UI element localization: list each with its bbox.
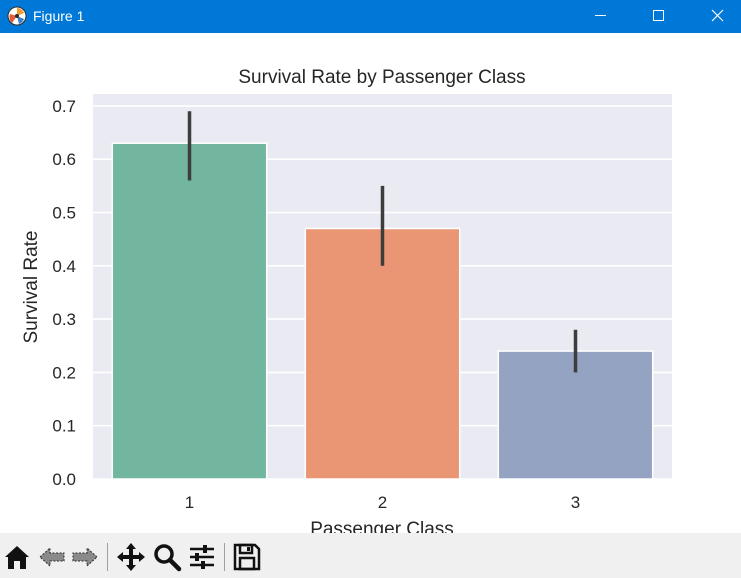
close-icon [711, 9, 724, 22]
bar-class-1 [111, 142, 268, 480]
y-tick-label: 0.6 [52, 150, 76, 169]
forward-button[interactable] [70, 542, 100, 572]
bar-chart: Survival Rate by Passenger Class 0.0 0.1 0… [21, 67, 672, 533]
home-icon [5, 546, 29, 569]
minimize-button[interactable] [571, 0, 629, 33]
y-tick-label: 0.3 [52, 310, 76, 329]
configure-subplots-button[interactable] [187, 542, 217, 572]
forward-arrow-icon [72, 546, 98, 568]
y-tick-label: 0.1 [52, 417, 76, 436]
y-tick-label: 0.0 [52, 470, 76, 489]
figure-canvas[interactable]: Survival Rate by Passenger Class 0.0 0.1 0… [0, 33, 741, 533]
y-tick-label: 0.5 [52, 204, 76, 223]
x-axis-label: Passenger Class [310, 519, 454, 533]
zoom-button[interactable] [152, 542, 182, 572]
y-axis-label: Survival Rate [21, 231, 42, 344]
chart-title: Survival Rate by Passenger Class [238, 67, 525, 88]
maximize-icon [653, 10, 664, 21]
home-button[interactable] [2, 542, 32, 572]
bar-class-2 [304, 227, 461, 480]
x-tick-label: 3 [571, 493, 580, 512]
minimize-icon [595, 15, 606, 16]
save-button[interactable] [232, 542, 262, 572]
window-title: Figure 1 [33, 8, 85, 24]
x-tick-label: 2 [378, 493, 387, 512]
toolbar-separator [224, 543, 225, 571]
maximize-button[interactable] [629, 0, 687, 33]
back-button[interactable] [37, 542, 67, 572]
toolbar-separator [107, 543, 108, 571]
save-disk-icon [233, 543, 261, 571]
navigation-toolbar [0, 533, 741, 578]
y-tick-label: 0.4 [52, 257, 76, 276]
close-button[interactable] [688, 0, 741, 33]
title-bar: Figure 1 [0, 0, 741, 33]
zoom-magnifier-icon [154, 544, 182, 572]
matplotlib-logo-icon [7, 6, 27, 26]
x-tick-label: 1 [185, 493, 194, 512]
pan-move-icon [117, 543, 145, 571]
pan-button[interactable] [116, 542, 146, 572]
y-tick-label: 0.7 [52, 97, 76, 116]
configure-subplots-icon [190, 545, 214, 569]
y-tick-label: 0.2 [52, 363, 76, 382]
back-arrow-icon [39, 546, 65, 568]
